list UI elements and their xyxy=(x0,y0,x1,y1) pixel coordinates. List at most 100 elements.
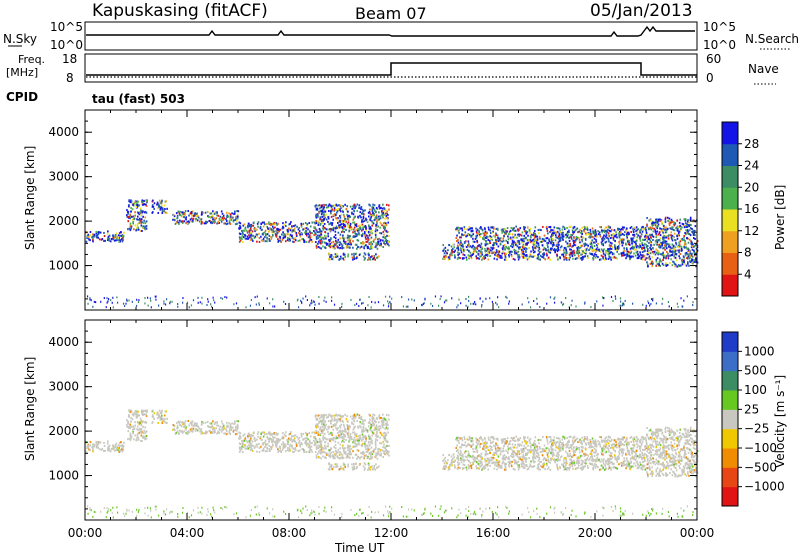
power-echo xyxy=(647,250,649,252)
power-echo xyxy=(648,238,650,240)
power-echo xyxy=(389,301,390,303)
power-echo xyxy=(364,234,366,236)
power-echo xyxy=(293,225,295,227)
velocity-echo xyxy=(335,444,337,446)
power-echo xyxy=(561,302,562,304)
power-echo xyxy=(594,234,596,236)
power-echo xyxy=(116,296,117,298)
power-echo xyxy=(334,304,335,306)
colorbar-swatch xyxy=(722,231,738,253)
power-echo xyxy=(318,212,320,214)
power-echo xyxy=(673,251,675,253)
power-echo xyxy=(683,259,685,261)
velocity-echo xyxy=(282,432,284,434)
power-echo xyxy=(591,244,593,246)
power-echo xyxy=(476,251,478,253)
power-echo xyxy=(495,239,497,241)
power-echo xyxy=(678,255,680,257)
power-echo xyxy=(252,235,254,237)
colorbar-swatch xyxy=(722,122,738,144)
power-echo xyxy=(375,246,377,248)
power-echo xyxy=(90,231,92,233)
power-echo xyxy=(332,205,334,207)
power-echo xyxy=(126,209,128,211)
power-echo xyxy=(535,236,537,238)
power-echo xyxy=(357,216,359,218)
velocity-echo xyxy=(196,423,198,425)
power-echo xyxy=(335,234,337,236)
power-echo xyxy=(458,242,460,244)
power-echo xyxy=(183,220,185,222)
power-echo xyxy=(602,296,603,298)
velocity-echo xyxy=(190,423,192,425)
power-echo xyxy=(385,239,387,241)
power-echo xyxy=(178,223,180,225)
velocity-echo xyxy=(177,421,179,423)
power-echo xyxy=(566,227,568,229)
power-echo xyxy=(236,302,237,304)
power-echo xyxy=(650,303,651,305)
power-echo xyxy=(362,227,364,229)
power-echo xyxy=(580,257,582,259)
nsky-label: N.Sky xyxy=(3,32,37,46)
power-echo xyxy=(521,235,523,237)
power-echo xyxy=(247,225,249,227)
power-echo xyxy=(453,246,455,248)
power-echo xyxy=(637,231,639,233)
power-echo xyxy=(274,306,275,308)
power-echo xyxy=(161,200,163,202)
power-echo xyxy=(510,230,512,232)
power-echo xyxy=(388,241,390,243)
power-echo xyxy=(579,229,581,231)
power-echo xyxy=(581,236,583,238)
power-echo xyxy=(329,253,331,255)
power-echo xyxy=(451,254,453,256)
power-echo xyxy=(336,245,338,247)
velocity-echo xyxy=(374,414,376,416)
power-echo xyxy=(367,235,369,237)
power-echo xyxy=(111,238,113,240)
power-echo xyxy=(667,228,669,230)
power-echo xyxy=(656,244,658,246)
power-echo xyxy=(328,205,330,207)
velocity-echo xyxy=(331,426,333,428)
power-echo xyxy=(310,302,311,304)
power-echo xyxy=(517,229,519,231)
power-echo xyxy=(274,223,276,225)
velocity-echo xyxy=(250,449,252,451)
power-echo xyxy=(369,242,371,244)
power-echo xyxy=(504,259,506,261)
power-echo xyxy=(567,231,569,233)
velocity-echo xyxy=(210,432,212,434)
power-echo xyxy=(315,205,317,207)
power-echo xyxy=(602,305,603,307)
power-echo xyxy=(319,204,321,206)
power-echo xyxy=(616,236,618,238)
power-echo xyxy=(172,219,174,221)
power-echo xyxy=(543,254,545,256)
colorbar-tick-label: 4 xyxy=(744,267,752,281)
velocity-echo xyxy=(220,426,222,428)
velocity-echo xyxy=(133,438,135,440)
power-echo xyxy=(442,244,444,246)
power-echo xyxy=(547,246,549,248)
velocity-panel: 4000300020001000 Slant Range [km] 100050… xyxy=(23,320,787,554)
power-echo xyxy=(138,301,139,303)
power-echo xyxy=(528,239,530,241)
power-echo xyxy=(557,250,559,252)
power-echo xyxy=(667,255,669,257)
power-echo xyxy=(165,303,166,305)
power-echo xyxy=(212,210,214,212)
power-echo xyxy=(464,228,466,230)
velocity-echo xyxy=(345,453,347,455)
power-echo xyxy=(610,259,612,261)
power-echo xyxy=(608,238,610,240)
power-echo xyxy=(346,214,348,216)
power-echo xyxy=(371,237,373,239)
power-echo xyxy=(649,304,650,306)
power-echo xyxy=(569,245,571,247)
power-echo xyxy=(272,305,273,307)
power-echo xyxy=(147,297,148,299)
power-echo xyxy=(166,212,168,214)
power-echo xyxy=(360,216,362,218)
